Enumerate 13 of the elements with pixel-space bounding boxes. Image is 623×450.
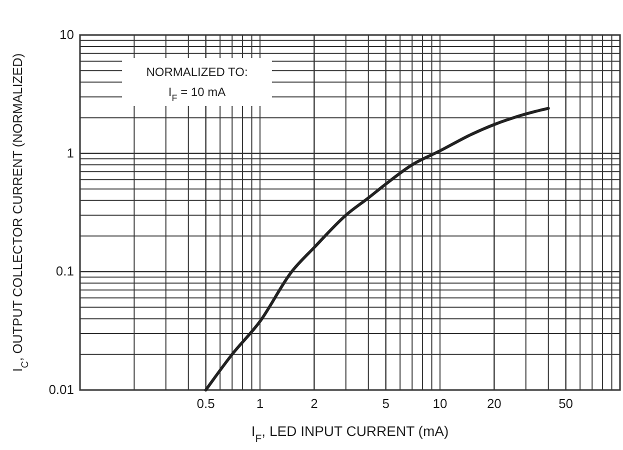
y-tick-label: 0.1 — [56, 264, 74, 279]
y-tick-label: 0.01 — [48, 382, 74, 397]
x-tick-label: 5 — [382, 396, 390, 411]
annotation: NORMALIZED TO: I$_{F}$ = 10 mA — [146, 65, 248, 103]
y-tick-label: 10 — [60, 27, 74, 42]
x-tick-label: 0.5 — [196, 396, 215, 411]
x-tick-label: 1 — [256, 396, 264, 411]
y-tick-label: 1 — [66, 145, 74, 160]
x-tick-label: 20 — [486, 396, 502, 411]
x-tick-label: 10 — [432, 396, 448, 411]
x-tick-label: 50 — [558, 396, 574, 411]
x-axis-title: I$_{F}$, LED INPUT CURRENT (mA) — [251, 423, 449, 445]
x-tick-label: 2 — [310, 396, 318, 411]
